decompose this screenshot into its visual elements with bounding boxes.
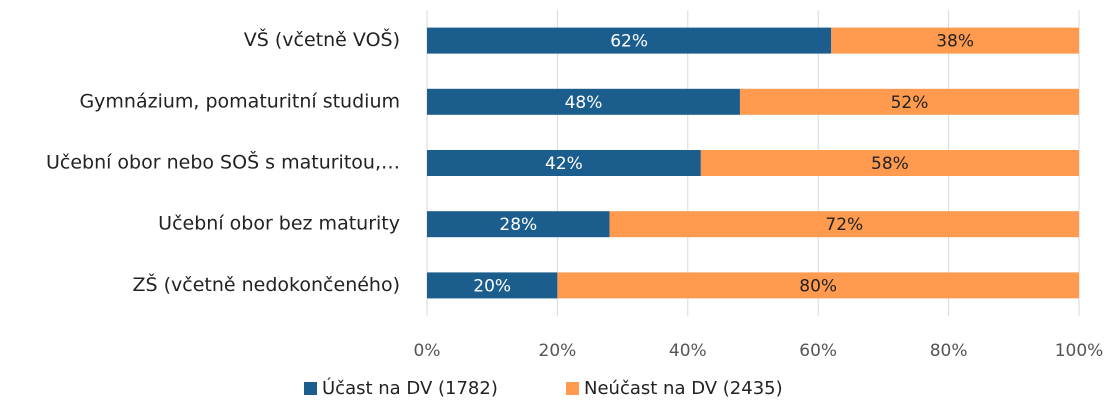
legend-label: Účast na DV (1782)	[322, 377, 498, 399]
x-tick-label: 40%	[669, 341, 707, 361]
value-label: 38%	[936, 32, 974, 52]
bar	[557, 272, 1079, 299]
legend-swatch	[566, 382, 579, 395]
y-tick-label: Gymnázium, pomaturitní studium	[79, 90, 400, 112]
x-tick-label: 80%	[930, 341, 968, 361]
bar	[427, 211, 610, 238]
bar	[427, 27, 832, 54]
x-tick-label: 0%	[414, 341, 441, 361]
bar	[700, 150, 1079, 176]
bar	[609, 211, 1079, 238]
x-tick-label: 100%	[1055, 341, 1104, 361]
legend-swatch	[304, 382, 317, 395]
value-label: 28%	[499, 215, 537, 235]
value-label: 48%	[565, 93, 603, 113]
value-label: 52%	[891, 93, 929, 113]
x-tick-label: 60%	[799, 341, 837, 361]
y-tick-label: ZŠ (včetně nedokončeného)	[133, 272, 400, 296]
value-label: 58%	[871, 154, 909, 174]
bar	[739, 88, 1079, 115]
bar	[831, 27, 1079, 54]
value-label: 80%	[799, 276, 837, 296]
value-label: 62%	[610, 32, 648, 52]
value-label: 72%	[825, 215, 863, 235]
legend-label: Neúčast na DV (2435)	[584, 378, 783, 399]
value-label: 42%	[545, 154, 583, 174]
value-label: 20%	[473, 276, 511, 296]
x-tick-label: 20%	[539, 341, 577, 361]
y-tick-label: Učební obor bez maturity	[158, 213, 400, 235]
bar	[427, 272, 558, 299]
bar	[427, 88, 740, 115]
y-tick-label: VŠ (včetně VOŠ)	[244, 27, 400, 51]
bar	[427, 150, 701, 176]
y-tick-label: Učební obor nebo SOŠ s maturitou,…	[46, 150, 400, 174]
